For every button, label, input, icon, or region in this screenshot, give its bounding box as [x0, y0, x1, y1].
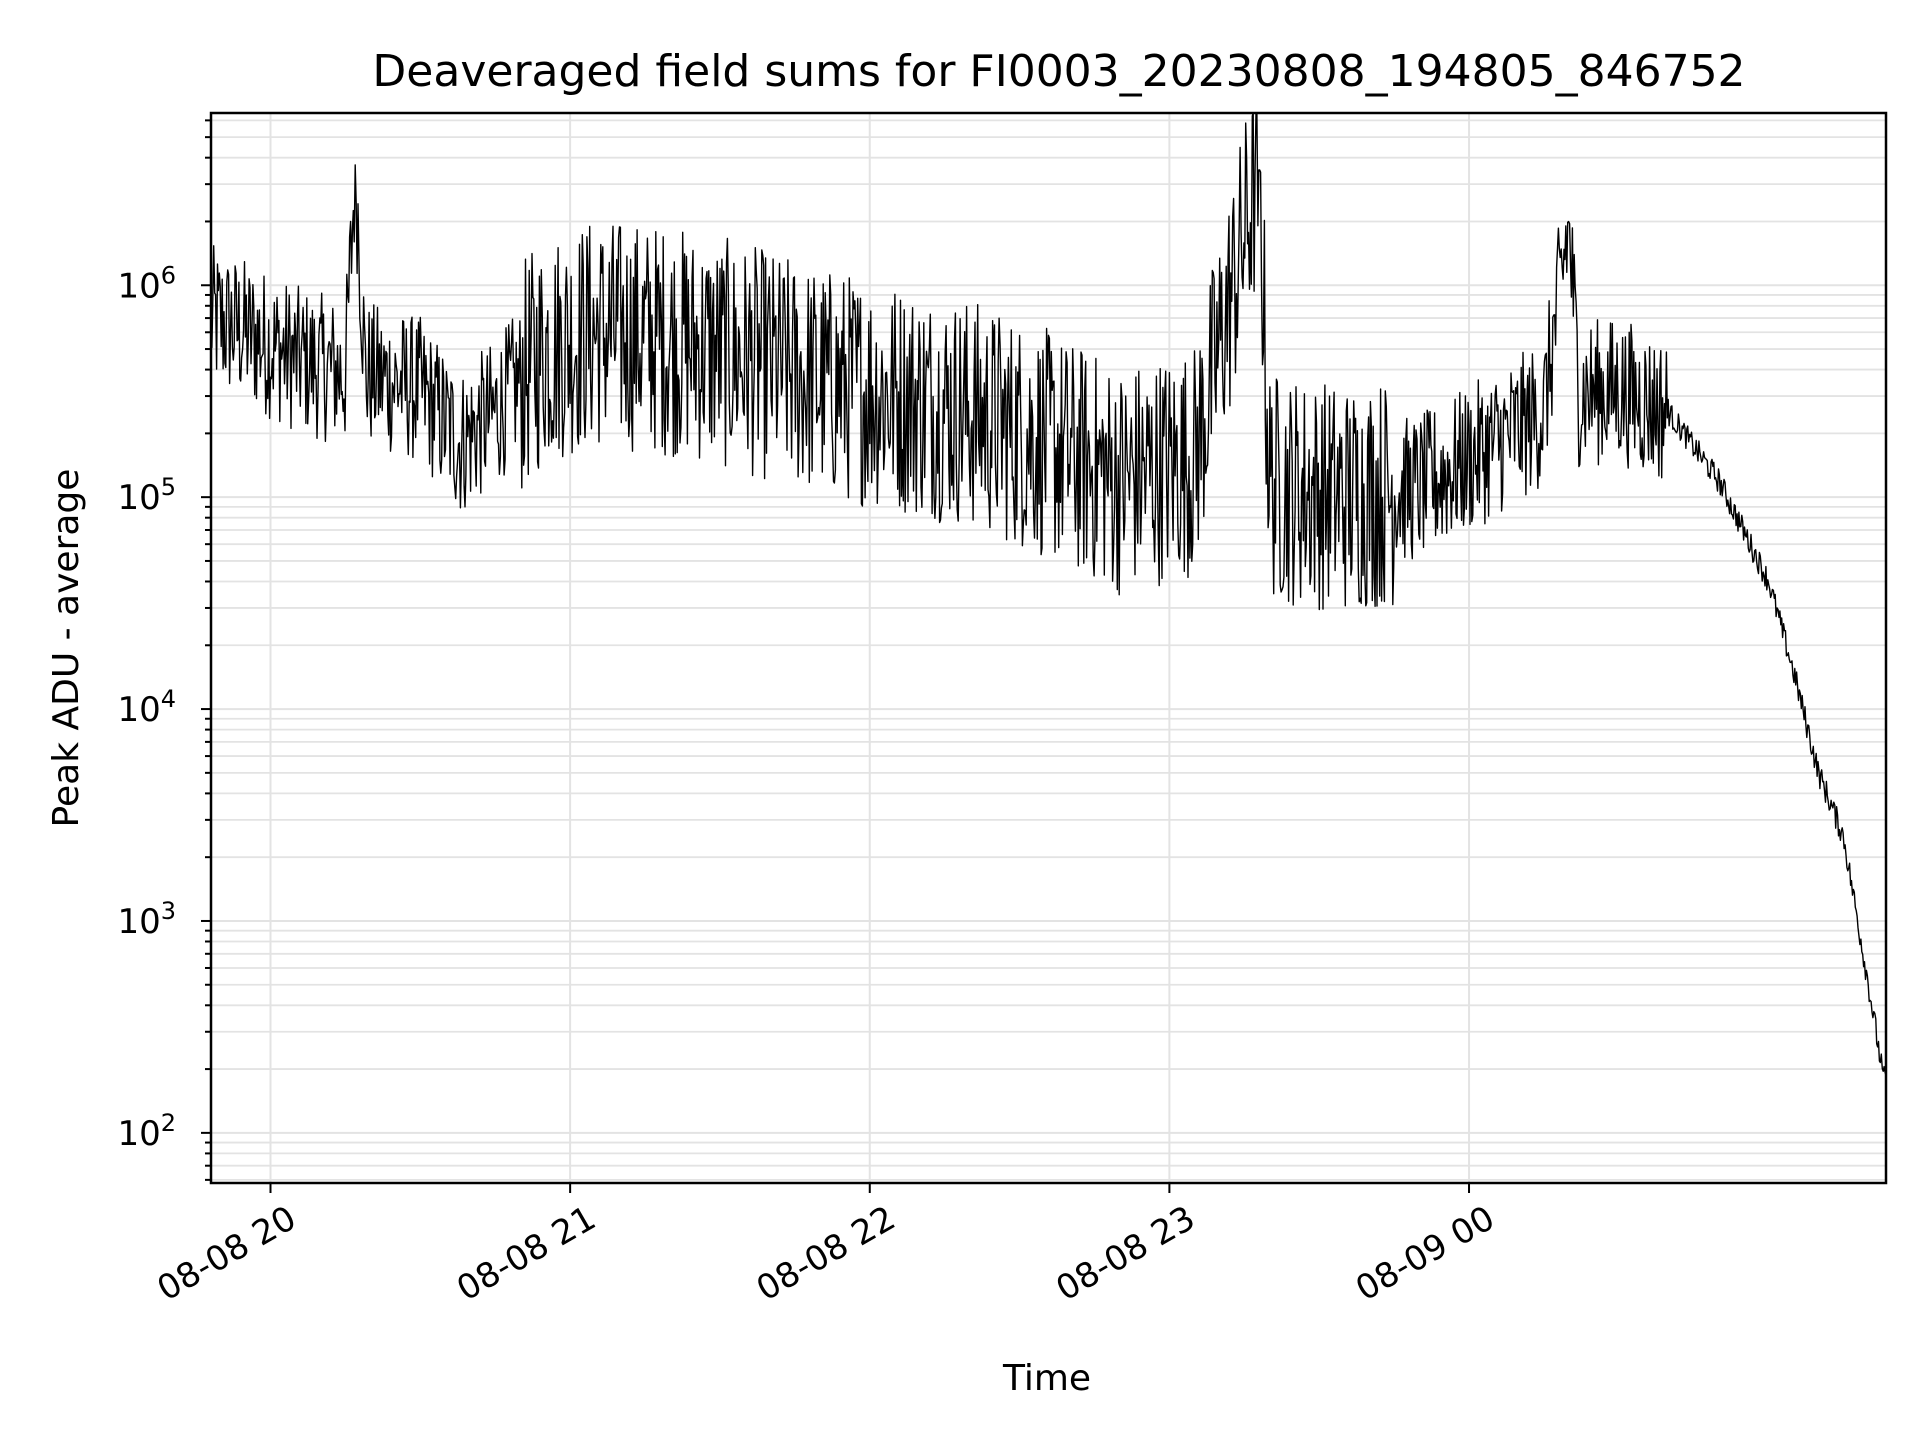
grid — [211, 113, 1886, 1183]
chart-title: Deaveraged field sums for FI0003_2023080… — [372, 46, 1745, 97]
y-tick-label: 103 — [117, 897, 176, 942]
plot-frame — [209, 111, 1888, 1185]
y-tick-label: 106 — [117, 261, 176, 306]
series-layer — [210, 112, 1887, 1076]
y-axis-label: Peak ADU - average — [46, 469, 87, 828]
y-tick-label: 104 — [117, 685, 176, 730]
series-line — [210, 112, 1887, 1076]
y-tick-label: 105 — [117, 473, 176, 518]
y-tick-label: 102 — [117, 1109, 176, 1154]
x-axis-label: Time — [1002, 1358, 1091, 1399]
